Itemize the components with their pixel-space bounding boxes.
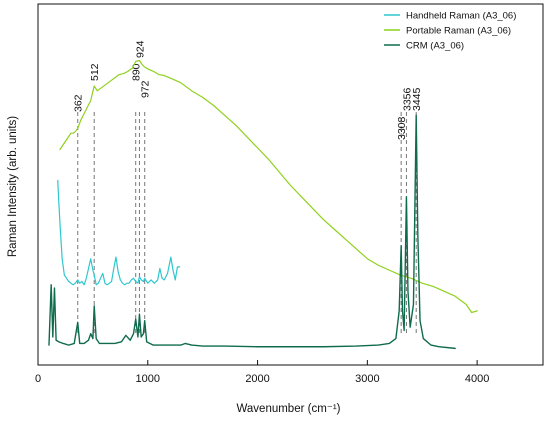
peak-marker-label: 362 [73,94,85,112]
x-tick-label: 1000 [136,373,160,385]
legend-label: Portable Raman (A3_06) [406,26,511,37]
x-tick-label: 4000 [465,373,489,385]
plot-frame [37,3,544,366]
x-tick-label: 3000 [355,373,379,385]
x-tick-label: 0 [35,373,41,385]
peak-marker-label: 512 [89,63,101,81]
series-1-line [57,179,181,286]
peak-marker-label: 3308 [396,116,408,140]
peak-marker-label: 972 [140,80,152,98]
legend-label: Handheld Raman (A3_06) [406,11,516,22]
series-3-line [48,114,456,350]
y-axis-title: Raman Intensity (arb. units) [7,116,19,257]
peak-marker-label: 890 [131,63,143,81]
peak-marker-label: 3356 [401,87,413,111]
peak-marker-label: 3445 [411,87,423,111]
series-2-line [59,59,478,314]
x-axis-title: Wavenumber (cm⁻¹) [236,403,340,415]
legend-label: CRM (A3_06) [406,41,464,52]
peak-marker-label: 924 [134,40,146,58]
x-tick-label: 2000 [245,373,269,385]
